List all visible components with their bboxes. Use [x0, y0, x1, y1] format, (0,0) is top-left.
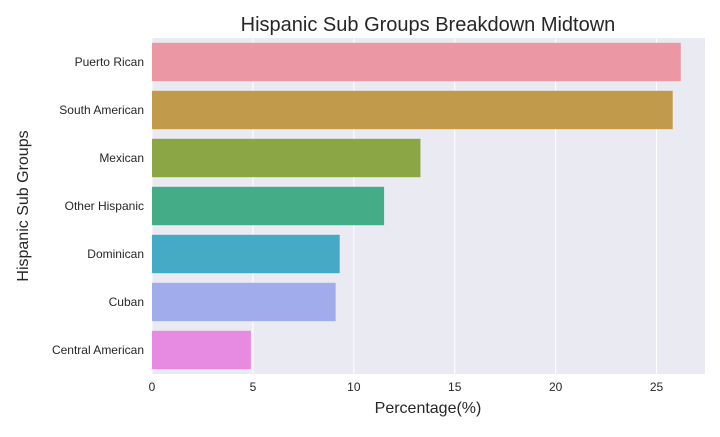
- x-tick-label: 10: [347, 380, 361, 394]
- bar: [152, 282, 336, 322]
- bar: [152, 42, 681, 82]
- bars: [152, 42, 681, 370]
- y-tick-label: Central American: [52, 343, 144, 357]
- y-tick-labels: Puerto Rican South American Mexican Other H…: [52, 55, 144, 357]
- bar: [152, 138, 421, 178]
- x-tick-label: 15: [448, 380, 462, 394]
- y-tick-label: Puerto Rican: [75, 55, 144, 69]
- x-tick-label: 5: [250, 380, 257, 394]
- bar: [152, 234, 340, 274]
- bar: [152, 330, 251, 370]
- x-tick-label: 0: [149, 380, 156, 394]
- y-tick-label: Cuban: [109, 295, 144, 309]
- y-tick-label: Dominican: [87, 247, 144, 261]
- chart-title: Hispanic Sub Groups Breakdown Midtown: [241, 14, 616, 36]
- x-axis-label: Percentage(%): [375, 400, 482, 417]
- y-tick-label: Other Hispanic: [65, 199, 144, 213]
- x-tick-labels: 0 5 10 15 20 25: [149, 380, 664, 394]
- bar: [152, 186, 385, 226]
- x-tick-label: 20: [549, 380, 563, 394]
- x-tick-label: 25: [650, 380, 664, 394]
- y-tick-label: South American: [59, 103, 144, 117]
- y-tick-label: Mexican: [99, 151, 144, 165]
- bar: [152, 90, 673, 130]
- y-axis-label: Hispanic Sub Groups: [15, 130, 32, 281]
